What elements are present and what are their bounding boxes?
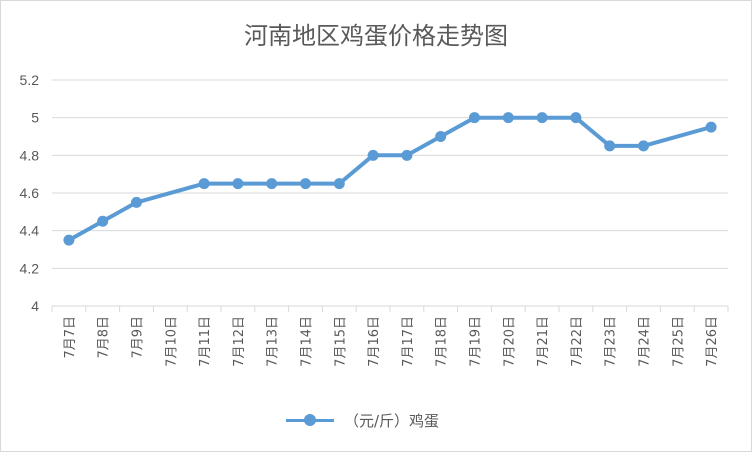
- data-point: [502, 112, 514, 124]
- x-tick-label: 7月24日: [638, 316, 653, 367]
- y-tick-label: 4.4: [20, 223, 40, 239]
- legend: （元/斤）鸡蛋: [286, 409, 439, 431]
- legend-swatch: [286, 413, 334, 427]
- gridlines: [52, 79, 728, 307]
- y-tick-label: 5.2: [20, 72, 40, 88]
- x-axis: [51, 305, 729, 312]
- data-point: [63, 234, 75, 246]
- x-tick-label: 7月18日: [435, 316, 450, 367]
- data-point: [435, 131, 447, 142]
- data-point: [198, 178, 210, 190]
- data-point: [705, 121, 717, 133]
- data-point: [469, 112, 480, 124]
- y-tick-label: 4.8: [20, 147, 40, 163]
- data-point: [131, 196, 142, 208]
- x-tick-label: 7月16日: [367, 316, 382, 367]
- x-tick-label: 7月12日: [232, 316, 247, 367]
- legend-label: （元/斤）鸡蛋: [344, 411, 440, 430]
- x-tick-label: 7月7日: [63, 316, 78, 359]
- x-tick-label: 7月8日: [97, 316, 112, 359]
- x-tick-label: 7月21日: [536, 316, 551, 367]
- x-tick-label: 7月11日: [198, 316, 213, 367]
- y-tick-label: 4: [31, 298, 39, 314]
- data-point: [300, 178, 311, 190]
- x-tick-label: 7月23日: [604, 316, 619, 367]
- series-line: [66, 115, 714, 243]
- x-tick-label: 7月22日: [570, 316, 585, 367]
- data-point: [401, 149, 413, 161]
- x-tick-label: 7月10日: [164, 316, 179, 367]
- x-tick-label: 7月9日: [131, 316, 146, 359]
- x-tick-label: 7月17日: [401, 316, 416, 367]
- data-point: [367, 149, 379, 161]
- data-point: [536, 112, 548, 124]
- y-tick-label: 4.6: [20, 185, 40, 201]
- y-tick-label: 5: [31, 110, 39, 126]
- x-tick-label: 7月13日: [266, 316, 281, 367]
- x-tick-label: 7月26日: [705, 316, 720, 367]
- series-line-path: [66, 115, 714, 243]
- x-tick-label: 7月19日: [469, 316, 484, 367]
- x-tick-label: 7月25日: [671, 316, 686, 367]
- y-tick-labels: 4 4.2 4.4 4.6 4.8 5 5.2: [20, 72, 40, 314]
- chart-title: 河南地区鸡蛋价格走势图: [244, 22, 508, 50]
- x-tick-labels: 7月7日 7月8日 7月9日 7月10日 7月11日 7月12日 7月13日 7月14日 7月1…: [63, 316, 720, 367]
- data-point: [638, 140, 649, 152]
- data-point: [232, 178, 244, 190]
- data-point: [266, 178, 278, 190]
- x-tick-label: 7月15日: [333, 316, 348, 367]
- y-tick-label: 4.2: [20, 260, 40, 276]
- data-point: [570, 112, 582, 124]
- series-points: [63, 112, 717, 246]
- data-point: [333, 178, 345, 190]
- x-tick-label: 7月14日: [300, 316, 315, 367]
- data-point: [97, 215, 109, 227]
- x-tick-label: 7月20日: [502, 316, 517, 367]
- data-point: [604, 140, 616, 152]
